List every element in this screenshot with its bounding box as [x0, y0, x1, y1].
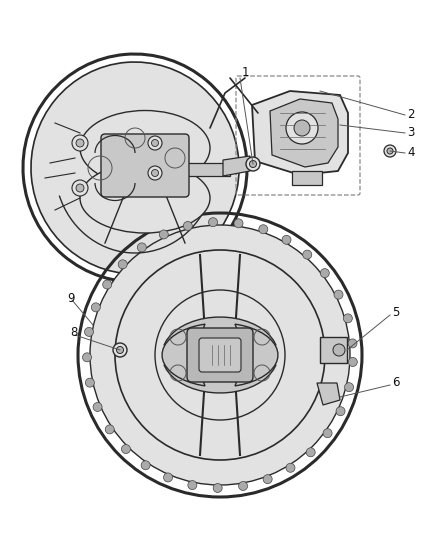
Polygon shape: [270, 99, 338, 167]
Text: 5: 5: [392, 305, 399, 319]
Circle shape: [323, 429, 332, 438]
Circle shape: [163, 473, 173, 482]
Ellipse shape: [31, 62, 239, 274]
Polygon shape: [317, 383, 340, 405]
Ellipse shape: [80, 163, 210, 233]
Polygon shape: [164, 317, 276, 345]
Polygon shape: [252, 91, 348, 175]
Circle shape: [152, 140, 159, 147]
Polygon shape: [320, 337, 347, 363]
Circle shape: [208, 217, 218, 227]
Circle shape: [188, 481, 197, 490]
Text: 3: 3: [407, 126, 414, 140]
Text: 1: 1: [242, 67, 250, 79]
Circle shape: [117, 346, 124, 353]
Circle shape: [76, 184, 84, 192]
Circle shape: [213, 483, 222, 492]
Text: 6: 6: [392, 376, 399, 390]
Circle shape: [72, 135, 88, 151]
Circle shape: [93, 402, 102, 411]
Circle shape: [184, 221, 192, 230]
Circle shape: [348, 339, 357, 348]
Text: 4: 4: [407, 147, 414, 159]
Text: 2: 2: [407, 109, 414, 122]
Circle shape: [72, 180, 88, 196]
Circle shape: [148, 136, 162, 150]
Polygon shape: [235, 324, 278, 386]
Circle shape: [286, 112, 318, 144]
Circle shape: [138, 243, 146, 252]
Text: 8: 8: [70, 327, 78, 340]
Circle shape: [141, 461, 150, 470]
Circle shape: [239, 481, 247, 490]
Polygon shape: [164, 365, 276, 393]
Circle shape: [234, 219, 243, 228]
Circle shape: [334, 290, 343, 299]
Circle shape: [345, 383, 353, 392]
Circle shape: [113, 343, 127, 357]
Circle shape: [105, 425, 114, 434]
Circle shape: [152, 169, 159, 176]
Circle shape: [294, 120, 310, 136]
Polygon shape: [162, 324, 205, 386]
Circle shape: [343, 314, 352, 323]
Circle shape: [333, 344, 345, 356]
Circle shape: [259, 225, 268, 234]
Circle shape: [102, 280, 112, 289]
Circle shape: [85, 327, 94, 336]
Circle shape: [250, 160, 257, 167]
Polygon shape: [292, 171, 322, 185]
FancyBboxPatch shape: [187, 328, 253, 382]
Circle shape: [90, 225, 350, 485]
Circle shape: [246, 157, 260, 171]
Polygon shape: [223, 156, 250, 176]
Circle shape: [159, 230, 168, 239]
Circle shape: [320, 269, 329, 278]
Circle shape: [384, 145, 396, 157]
Text: 9: 9: [67, 292, 74, 304]
Circle shape: [155, 290, 285, 420]
Circle shape: [92, 303, 100, 312]
Circle shape: [306, 448, 315, 457]
Circle shape: [148, 166, 162, 180]
FancyBboxPatch shape: [101, 134, 189, 197]
Circle shape: [121, 445, 131, 454]
Circle shape: [76, 139, 84, 147]
Ellipse shape: [80, 110, 210, 185]
Circle shape: [118, 260, 127, 269]
Circle shape: [263, 475, 272, 483]
Circle shape: [282, 235, 291, 244]
Circle shape: [85, 378, 95, 387]
Polygon shape: [105, 163, 230, 176]
Circle shape: [336, 407, 345, 416]
Circle shape: [303, 250, 312, 259]
Circle shape: [348, 358, 357, 367]
Circle shape: [82, 353, 92, 362]
Circle shape: [387, 148, 393, 154]
Circle shape: [286, 463, 295, 472]
FancyBboxPatch shape: [199, 338, 241, 372]
